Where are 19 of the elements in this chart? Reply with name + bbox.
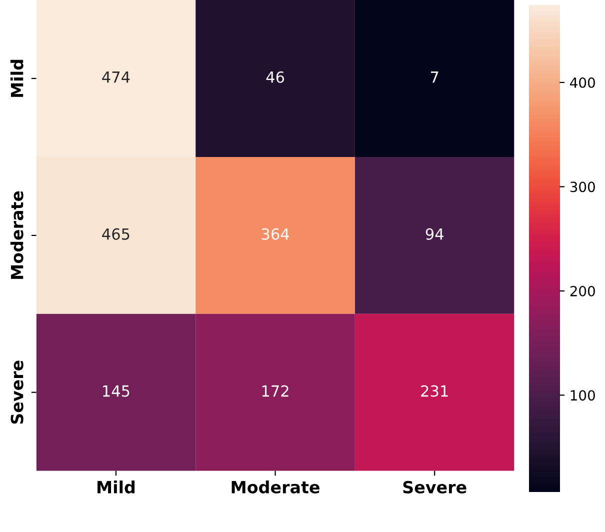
data-label: 94 — [426, 228, 444, 240]
x-tick-label: Moderate — [232, 480, 320, 494]
data-label: 474 — [102, 72, 130, 83]
data-label: 145 — [103, 385, 130, 397]
color-bar-label: 200 — [570, 286, 595, 296]
color-bar-label: 300 — [570, 182, 595, 192]
y-tick-label: Severe — [10, 360, 24, 424]
x-tick-label: Mild — [98, 480, 135, 494]
y-tick-label: Moderate — [10, 191, 24, 279]
data-label: 465 — [102, 228, 130, 240]
color-bar-label: 400 — [570, 77, 595, 88]
data-label: 46 — [266, 71, 284, 83]
data-label: 7 — [430, 72, 438, 83]
data-label: 172 — [262, 385, 288, 397]
color-bar-label: 100 — [570, 390, 595, 401]
y-tick-label: Mild — [10, 60, 24, 97]
x-tick-label: Severe — [403, 480, 466, 494]
data-label: 231 — [421, 385, 448, 397]
data-label: 364 — [262, 228, 289, 240]
